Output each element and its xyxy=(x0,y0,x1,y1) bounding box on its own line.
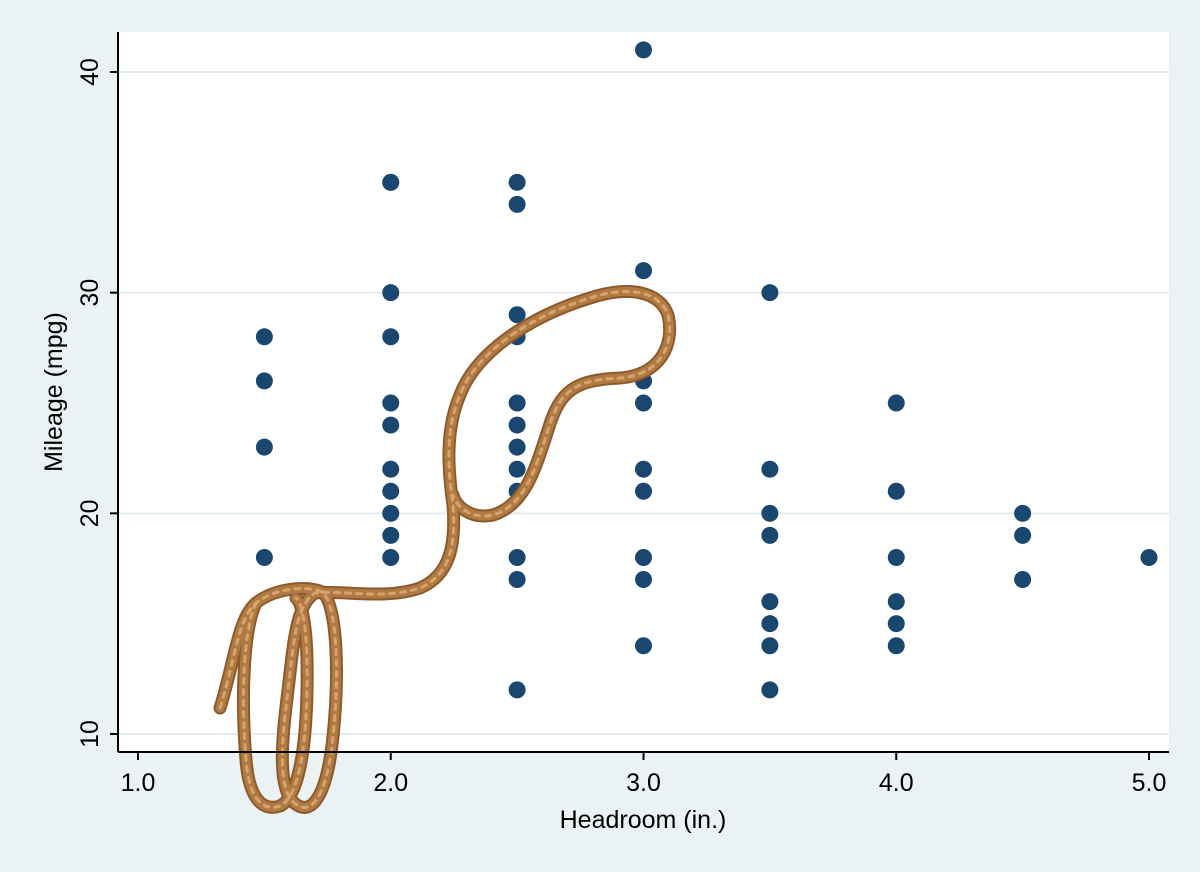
data-point xyxy=(635,548,652,566)
data-point xyxy=(761,681,779,699)
data-point xyxy=(761,615,779,633)
data-point xyxy=(382,482,400,500)
data-point xyxy=(887,637,905,655)
data-point xyxy=(761,504,779,522)
data-point xyxy=(382,460,400,478)
data-point xyxy=(1014,571,1032,589)
data-point xyxy=(382,416,400,434)
rope-texture xyxy=(218,290,672,809)
x-axis-title: Headroom (in.) xyxy=(560,806,727,834)
y-axis-title: Mileage (mpg) xyxy=(40,312,68,472)
data-point xyxy=(635,571,652,589)
data-point xyxy=(1014,504,1032,522)
data-point xyxy=(761,460,779,478)
data-point xyxy=(508,306,526,324)
data-point xyxy=(761,593,779,611)
data-point xyxy=(1140,548,1158,566)
data-point xyxy=(887,482,905,500)
data-point xyxy=(508,394,526,412)
data-point xyxy=(382,394,400,412)
data-point xyxy=(1014,526,1032,544)
data-point xyxy=(508,438,526,456)
data-point xyxy=(255,548,273,566)
data-point xyxy=(635,394,652,412)
data-point xyxy=(382,526,400,544)
data-point xyxy=(382,548,400,566)
data-point xyxy=(508,195,526,213)
data-point xyxy=(508,681,526,699)
data-point xyxy=(887,615,905,633)
x-tick-label: 2.0 xyxy=(373,769,408,797)
x-tick-label: 1.0 xyxy=(121,769,156,797)
data-point xyxy=(508,416,526,434)
x-tick-label: 4.0 xyxy=(879,769,914,797)
data-point xyxy=(887,548,905,566)
data-point xyxy=(508,571,526,589)
x-tick-label: 5.0 xyxy=(1132,769,1167,797)
data-point xyxy=(382,328,400,346)
data-point xyxy=(635,637,652,655)
data-point xyxy=(635,262,652,280)
data-point xyxy=(761,637,779,655)
data-point xyxy=(255,328,273,346)
data-point xyxy=(761,526,779,544)
data-point xyxy=(887,593,905,611)
x-tick-label: 3.0 xyxy=(626,769,661,797)
data-point xyxy=(382,173,400,191)
data-point xyxy=(761,284,779,302)
data-point xyxy=(508,460,526,478)
data-point xyxy=(255,438,273,456)
data-points xyxy=(255,41,1158,699)
data-point xyxy=(382,504,400,522)
data-point xyxy=(635,41,652,59)
y-tick-label: 20 xyxy=(76,499,104,527)
y-tick-label: 30 xyxy=(76,279,104,307)
data-point xyxy=(508,548,526,566)
data-point xyxy=(255,372,273,390)
data-point xyxy=(635,460,652,478)
rope-overlay xyxy=(213,285,677,814)
tick-labels: 1.0 2.0 3.0 4.0 5.0 10 20 30 40 xyxy=(76,58,1166,797)
data-point xyxy=(508,173,526,191)
data-point xyxy=(887,394,905,412)
y-tick-label: 40 xyxy=(76,58,104,86)
y-tick-label: 10 xyxy=(76,720,104,748)
data-point xyxy=(635,482,652,500)
data-point xyxy=(382,284,400,302)
